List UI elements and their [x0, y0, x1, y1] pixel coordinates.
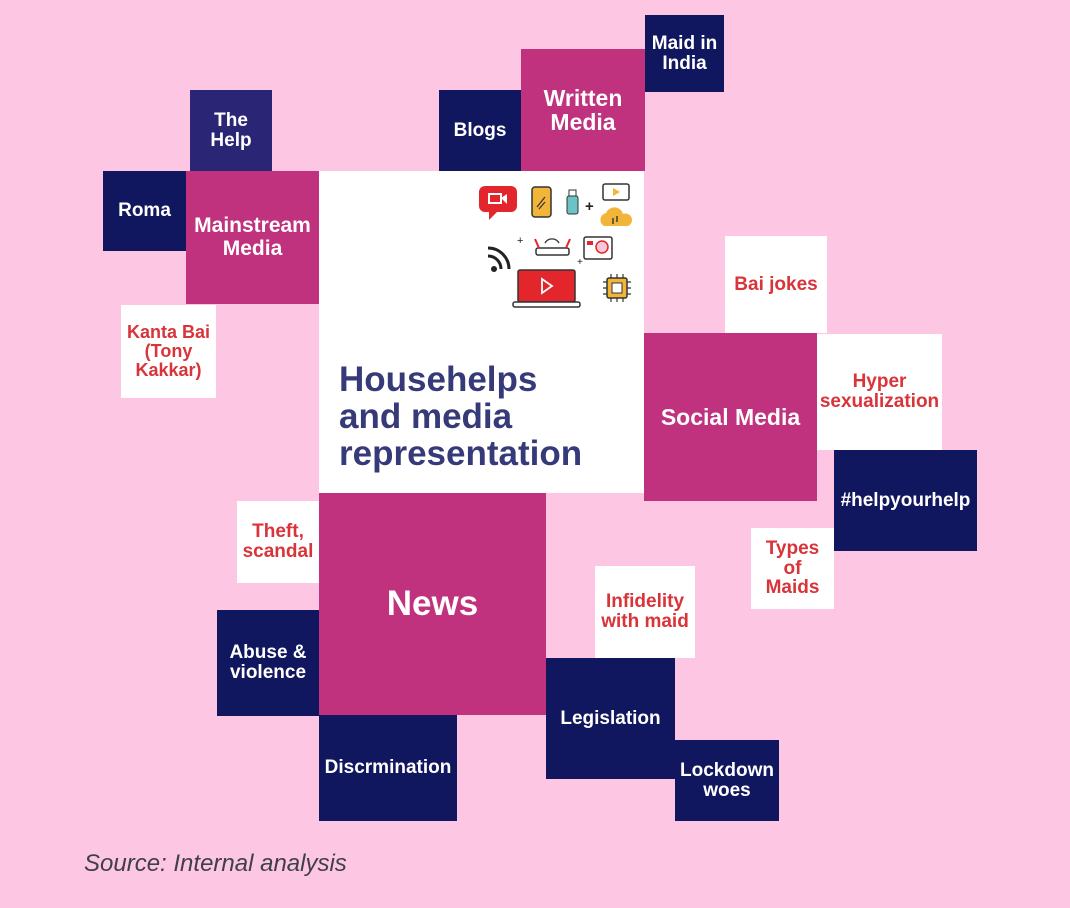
node-maid-in-india: Maid in India [645, 15, 724, 92]
video-call-icon [479, 186, 517, 220]
node-theft-scandal: Theft, scandal [237, 501, 319, 583]
media-icons-illustration: + + + [479, 183, 632, 308]
node-news: News [319, 493, 546, 715]
center-title: Househelps and media representation [339, 360, 583, 473]
node-mainstream-media: Mainstream Media [186, 171, 319, 304]
svg-text:+: + [585, 198, 594, 215]
svg-text:+: + [517, 235, 523, 247]
usb-drive-icon [566, 189, 579, 215]
node-blogs: Blogs [439, 90, 521, 171]
cloud-icon [600, 207, 632, 226]
node-helpyourhelp: #helpyourhelp [834, 450, 977, 551]
camera-icon [583, 236, 613, 260]
router-icon [534, 238, 571, 256]
smartphone-icon [531, 186, 552, 218]
node-roma: Roma [103, 171, 186, 251]
center-topic-card: + + + [319, 171, 644, 493]
node-bai-jokes: Bai jokes [725, 236, 827, 333]
node-hyper-sexualization: Hyper sexualization [817, 334, 942, 450]
node-written-media: Written Media [521, 49, 645, 171]
chip-icon [603, 274, 631, 302]
node-abuse-violence: Abuse & violence [217, 610, 319, 716]
wifi-icon [487, 246, 511, 272]
node-the-help: The Help [190, 90, 272, 171]
node-discrimination: Discrmination [319, 715, 457, 821]
laptop-video-icon [512, 269, 581, 308]
source-note: Source: Internal analysis [84, 850, 347, 877]
svg-text:+: + [577, 257, 583, 268]
node-lockdown-woes: Lockdown woes [675, 740, 779, 821]
play-window-icon [602, 183, 630, 201]
node-social-media: Social Media [644, 333, 817, 501]
node-types-of-maids: Types of Maids [751, 528, 834, 609]
node-kanta-bai: Kanta Bai (Tony Kakkar) [121, 305, 216, 398]
node-infidelity-with-maid: Infidelity with maid [595, 566, 695, 658]
node-legislation: Legislation [546, 658, 675, 779]
